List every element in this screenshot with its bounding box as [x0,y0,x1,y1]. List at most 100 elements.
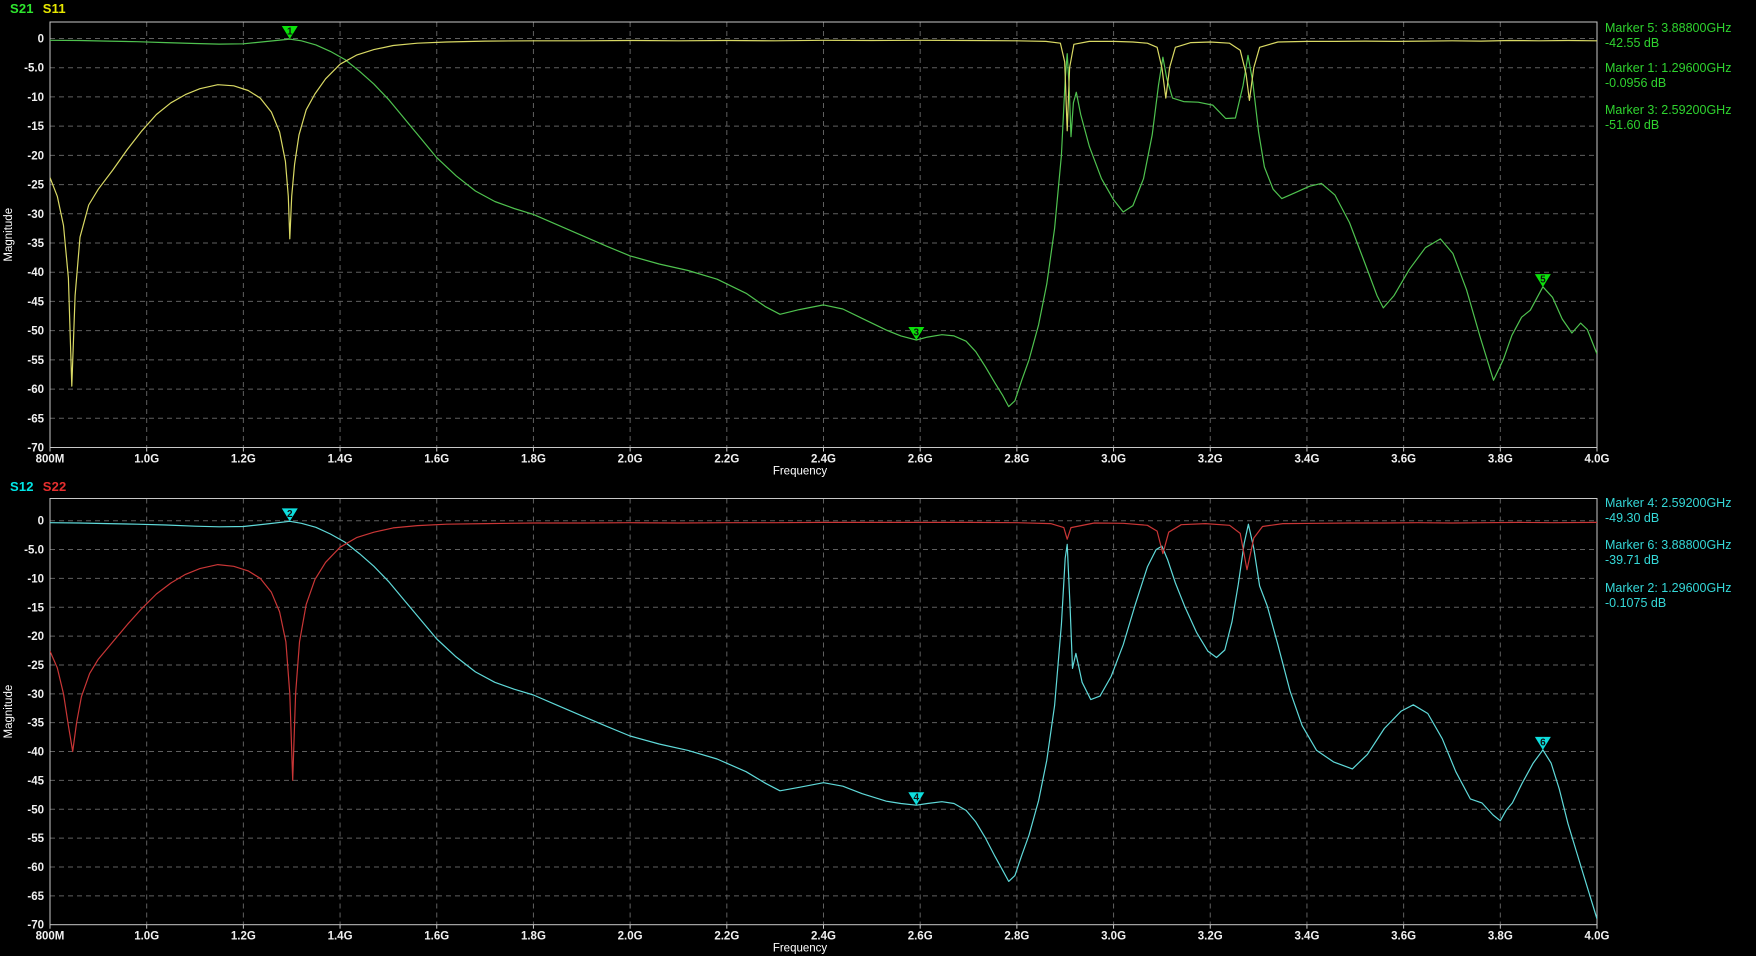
legend-s11[interactable]: S11 [42,1,66,16]
x-tick-label: 2.0G [618,931,643,943]
marker-6-readout-title: Marker 6: 3.88800GHz [1605,538,1732,552]
x-tick-label: 1.6G [424,454,449,466]
x-tick-label: 3.2G [1198,454,1223,466]
x-tick-label: 1.6G [424,931,449,943]
marker-6-readout-value: -39.71 dB [1605,552,1660,567]
marker-4-digit: 4 [914,793,920,804]
x-tick-label: 1.4G [328,931,353,943]
x-tick-label: 3.0G [1101,454,1126,466]
y-tick-label: -5.0 [24,63,44,75]
x-tick-label: 1.4G [328,454,353,466]
y-tick-label: -10 [27,92,44,104]
y-tick-label: -30 [27,209,44,221]
x-tick-label: 4.0G [1585,454,1610,466]
x-tick-label: 3.4G [1294,454,1319,466]
x-tick-label: 1.8G [521,931,546,943]
x-tick-label: 3.8G [1488,454,1513,466]
marker-6-readout: Marker 6: 3.88800GHz -39.71 dB [1605,538,1755,567]
y-tick-label: -65 [27,891,44,903]
top-yaxis-title: Magnitude [3,208,15,262]
s12-trace [50,520,1597,920]
marker-4-handle[interactable] [908,792,925,806]
marker-5-handle[interactable] [1534,274,1551,288]
top-xaxis-title: Frequency [773,466,828,478]
y-tick-label: -60 [27,384,44,396]
marker-6-handle[interactable] [1534,736,1551,750]
legend-s22[interactable]: S22 [42,479,67,494]
bottom-yaxis-title: Magnitude [3,685,15,739]
y-tick-label: -55 [27,833,44,845]
y-tick-label: -70 [27,443,44,455]
y-tick-label: 0 [38,516,44,528]
x-tick-label: 1.2G [231,931,256,943]
x-tick-label: 2.4G [811,931,836,943]
bottom-chart-legend: S12 S22 [10,479,75,494]
marker-5-readout-value: -42.55 dB [1605,35,1660,50]
y-tick-label: -50 [27,326,44,338]
x-tick-label: 3.6G [1391,931,1416,943]
marker-1-readout-title: Marker 1: 1.29600GHz [1605,61,1732,75]
marker-3-handle[interactable] [908,326,925,340]
marker-2-handle[interactable] [281,508,298,522]
y-tick-label: -20 [27,150,44,162]
marker-5-readout-title: Marker 5: 3.88800GHz [1605,21,1732,35]
y-tick-label: -55 [27,355,44,367]
marker-2-digit: 2 [287,509,293,520]
y-tick-label: -30 [27,689,44,701]
x-tick-label: 2.2G [714,454,739,466]
y-tick-label: -20 [27,631,44,643]
marker-3-readout-title: Marker 3: 2.59200GHz [1605,103,1732,117]
y-tick-label: -15 [27,602,44,614]
s22-trace [50,521,1597,782]
marker-1-readout-value: -0.0956 dB [1605,75,1667,90]
x-tick-label: 1.2G [231,454,256,466]
marker-1-handle[interactable] [281,26,298,40]
y-tick-label: -50 [27,804,44,816]
y-tick-label: -70 [27,920,44,932]
y-tick-label: -10 [27,573,44,585]
y-tick-label: -40 [27,267,44,279]
marker-4-readout-title: Marker 4: 2.59200GHz [1605,496,1732,510]
x-tick-label: 2.2G [714,931,739,943]
marker-3-readout: Marker 3: 2.59200GHz -51.60 dB [1605,103,1755,132]
marker-1-readout: Marker 1: 1.29600GHz -0.0956 dB [1605,61,1755,90]
y-tick-label: -5.0 [24,545,44,557]
marker-2-readout-value: -0.1075 dB [1605,595,1667,610]
y-tick-label: -35 [27,718,44,730]
y-tick-label: -35 [27,238,44,250]
marker-2-readout: Marker 2: 1.29600GHz -0.1075 dB [1605,581,1755,610]
marker-6-digit: 6 [1540,737,1546,748]
x-tick-label: 1.0G [134,454,159,466]
bottom-xaxis-title: Frequency [773,943,828,955]
marker-5-digit: 5 [1540,275,1546,286]
legend-s21[interactable]: S21 [10,1,34,16]
y-tick-label: 0 [38,34,44,46]
x-tick-label: 3.8G [1488,931,1513,943]
marker-1-digit: 1 [287,27,293,38]
marker-3-readout-value: -51.60 dB [1605,117,1660,132]
marker-5-readout: Marker 5: 3.88800GHz -42.55 dB [1605,21,1755,50]
x-tick-label: 1.0G [134,931,159,943]
x-tick-label: 3.0G [1101,931,1126,943]
y-tick-label: -25 [27,180,44,192]
x-tick-label: 2.8G [1004,454,1029,466]
x-tick-label: 1.8G [521,454,546,466]
legend-s12[interactable]: S12 [10,479,34,494]
x-tick-label: 800M [36,454,65,466]
x-tick-label: 3.6G [1391,454,1416,466]
top-chart-legend: S21 S11 [10,1,75,16]
x-tick-label: 4.0G [1585,931,1610,943]
y-tick-label: -65 [27,413,44,425]
x-tick-label: 2.8G [1004,931,1029,943]
y-tick-label: -25 [27,660,44,672]
s11-trace [50,39,1597,387]
x-tick-label: 2.4G [811,454,836,466]
marker-4-readout-value: -49.30 dB [1605,510,1660,525]
y-tick-label: -60 [27,862,44,874]
marker-3-digit: 3 [914,327,920,338]
x-tick-label: 2.6G [908,931,933,943]
marker-4-readout: Marker 4: 2.59200GHz -49.30 dB [1605,496,1755,525]
x-tick-label: 3.2G [1198,931,1223,943]
